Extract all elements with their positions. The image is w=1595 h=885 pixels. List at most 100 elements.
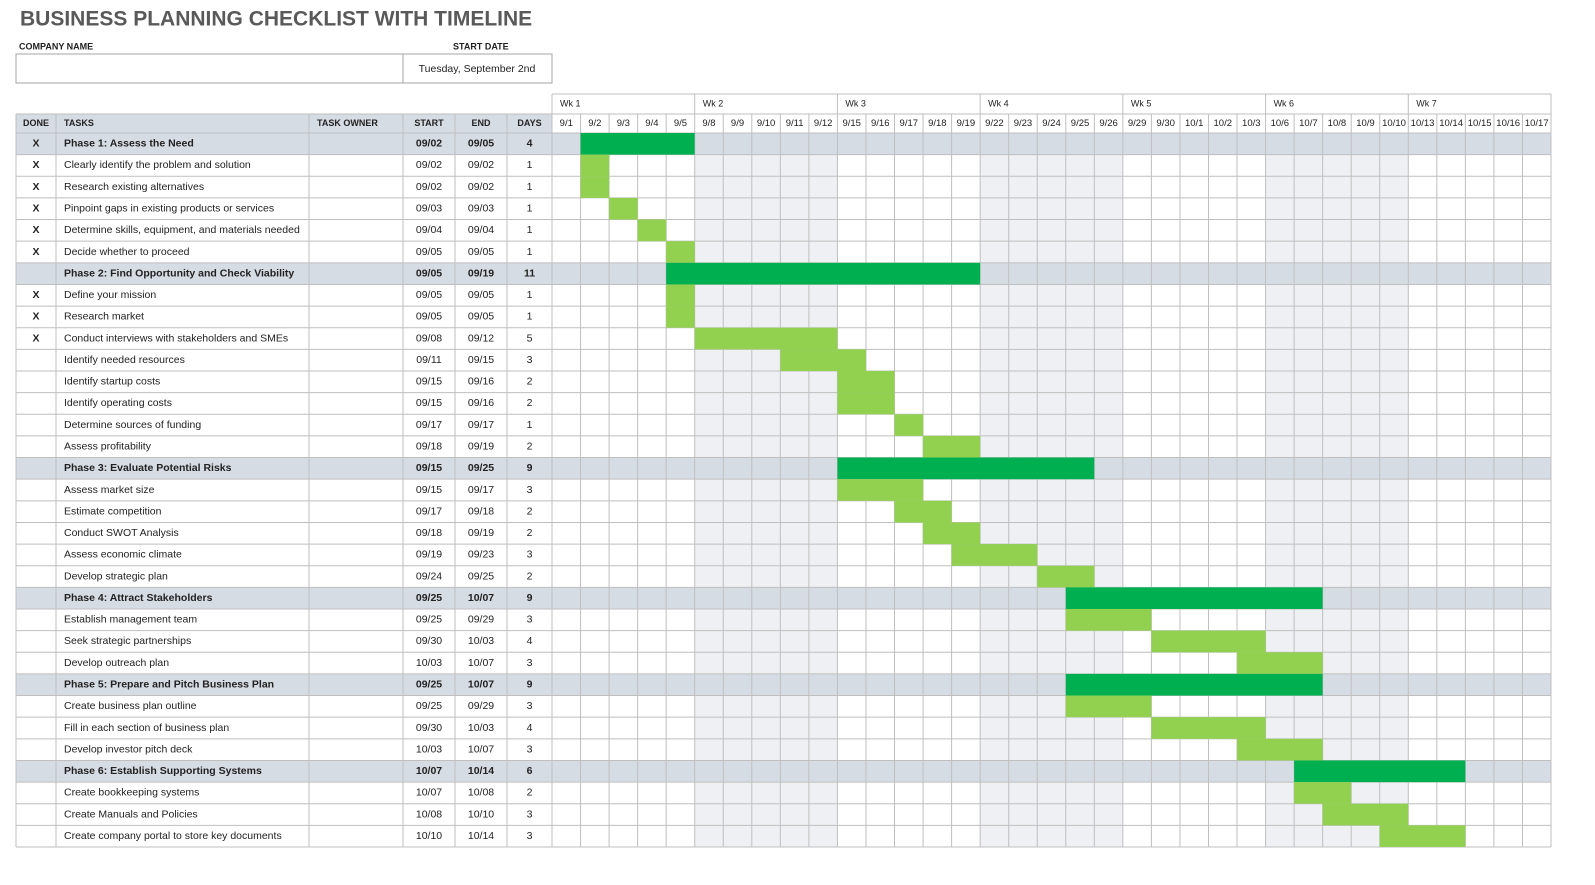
cell-end: 10/08 [468,787,494,799]
column-header: DONE [23,118,49,128]
day-label: 9/17 [900,118,919,129]
week-label: Wk 5 [1131,98,1152,108]
phase-bar [666,262,981,285]
task-bar [1065,695,1152,718]
cell-start: 09/15 [416,376,442,388]
cell-days: 1 [527,203,533,215]
cell-end: 09/03 [468,203,494,215]
cell-start: 09/05 [416,267,442,279]
cell-end: 10/07 [468,657,494,669]
cell-start: 10/07 [416,765,442,777]
week-shade [694,133,724,847]
cell-end: 10/07 [468,592,494,604]
task-bar [837,371,895,393]
cell-start: 09/15 [416,484,442,496]
column-header: END [471,118,491,128]
cell-end: 10/03 [468,722,494,734]
day-label: 10/16 [1496,118,1520,129]
cell-start: 09/17 [416,505,442,517]
day-label: 9/15 [842,118,861,129]
cell-task: Identify needed resources [64,354,185,366]
week-shade [1379,133,1409,847]
cell-days: 3 [527,700,533,712]
cell-days: 3 [527,808,533,820]
cell-task: Assess market size [64,484,155,496]
day-label: 9/9 [731,118,744,129]
cell-days: 4 [527,722,533,734]
task-bar [637,219,667,242]
cell-task: Pinpoint gaps in existing products or se… [64,203,274,215]
day-label: 9/10 [757,118,776,129]
cell-end: 09/25 [468,570,494,582]
cell-start: 09/25 [416,592,442,604]
day-label: 10/9 [1356,118,1375,129]
cell-end: 09/25 [468,462,494,474]
cell-end: 09/16 [468,397,494,409]
cell-start: 09/05 [416,311,442,323]
cell-days: 2 [527,505,533,517]
cell-end: 09/15 [468,354,494,366]
cell-start: 10/03 [416,657,442,669]
cell-end: 10/10 [468,808,494,820]
cell-days: 3 [527,743,533,755]
cell-task: Phase 3: Evaluate Potential Risks [64,462,232,474]
day-label: 9/22 [985,118,1004,129]
cell-done: X [32,138,39,150]
cell-task: Identify startup costs [64,376,160,388]
cell-end: 09/05 [468,289,494,301]
cell-task: Research existing alternatives [64,181,204,193]
week-shade [1351,133,1380,847]
cell-end: 09/29 [468,614,494,626]
cell-days: 2 [527,376,533,388]
cell-task: Conduct interviews with stakeholders and… [64,332,288,344]
cell-start: 09/17 [416,419,442,431]
day-label: 9/11 [786,118,804,129]
cell-start: 09/11 [416,354,442,366]
phase-row-bg [16,457,1551,480]
cell-start: 09/03 [416,203,442,215]
cell-days: 2 [527,397,533,409]
cell-start: 09/08 [416,332,442,344]
cell-done: X [32,159,39,171]
cell-end: 10/03 [468,635,494,647]
phase-row-bg [16,760,1551,783]
cell-task: Phase 2: Find Opportunity and Check Viab… [64,267,294,279]
day-label: 10/14 [1439,118,1463,129]
day-label: 10/13 [1411,118,1435,129]
cell-start: 10/08 [416,808,442,820]
phase-bar [580,133,695,155]
cell-days: 3 [527,614,533,626]
cell-task: Create bookkeeping systems [64,787,199,799]
cell-end: 10/14 [468,765,494,777]
day-label: 10/8 [1328,118,1347,129]
cell-task: Clearly identify the problem and solutio… [64,159,251,171]
cell-days: 9 [527,592,533,604]
cell-done: X [32,181,39,193]
task-bar [609,197,638,220]
task-bar [666,241,695,263]
cell-done: X [32,289,39,301]
cell-task: Identify operating costs [64,397,172,409]
phase-bar [1065,673,1323,696]
day-label: 9/29 [1128,118,1147,129]
cell-days: 4 [527,635,533,647]
day-label: 10/10 [1382,118,1406,129]
day-label: 10/17 [1525,118,1549,129]
phase-bar [1065,587,1323,609]
week-shade [1294,133,1323,847]
cell-task: Research market [64,311,144,323]
cell-end: 09/19 [468,527,494,539]
start-date-box [402,53,553,84]
task-bar [580,176,610,198]
cell-days: 1 [527,419,533,431]
week-shade [980,133,1009,847]
cell-days: 2 [527,527,533,539]
cell-days: 3 [527,354,533,366]
cell-days: 5 [527,332,533,344]
day-label: 9/1 [560,118,573,129]
cell-days: 2 [527,787,533,799]
cell-end: 09/17 [468,484,494,496]
cell-task: Fill in each section of business plan [64,722,229,734]
day-label: 10/3 [1242,118,1261,129]
